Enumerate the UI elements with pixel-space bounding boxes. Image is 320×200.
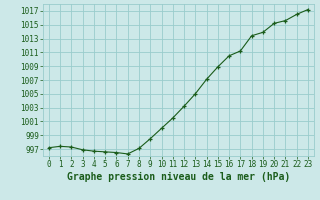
X-axis label: Graphe pression niveau de la mer (hPa): Graphe pression niveau de la mer (hPa): [67, 172, 290, 182]
